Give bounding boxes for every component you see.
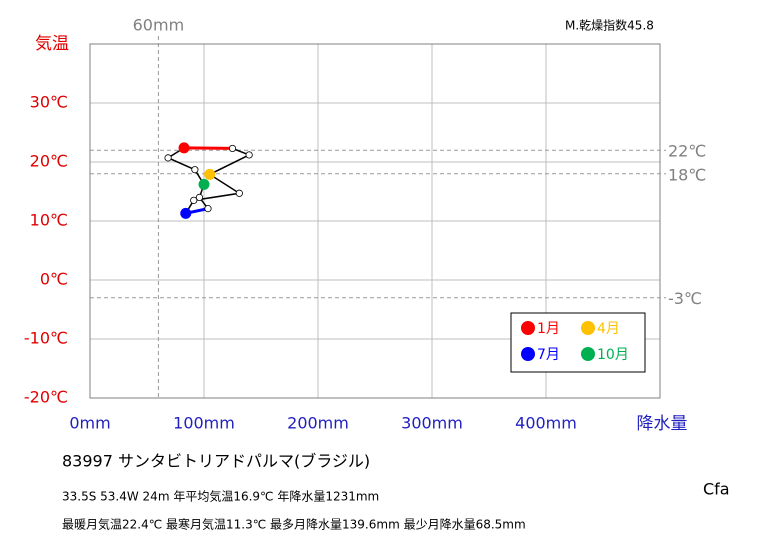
month-point (190, 196, 198, 204)
x-tick-label: 200mm (287, 414, 349, 433)
reference-label: 18℃ (668, 165, 706, 184)
y-tick-label: 20℃ (30, 152, 68, 171)
legend-label: 7月 (537, 347, 560, 363)
x-tick-label: 100mm (173, 414, 235, 433)
x-tick-label: 300mm (401, 414, 463, 433)
legend-label: 10月 (597, 347, 629, 363)
y-tick-label: 30℃ (30, 93, 68, 112)
x-tick-label: 400mm (515, 414, 577, 433)
legend-label: 4月 (597, 321, 620, 337)
reference-label: -3℃ (668, 289, 702, 308)
legend-marker (581, 347, 595, 361)
y-tick-label: -20℃ (24, 388, 68, 407)
highlight-segment (184, 146, 233, 150)
month-marker (180, 207, 192, 219)
y-tick-label: 0℃ (40, 270, 68, 289)
legend-label: 1月 (537, 321, 560, 337)
legend-marker (581, 321, 595, 335)
legend-box (510, 312, 646, 373)
y-axis-label: 気温 (35, 34, 69, 54)
reference-label: 22℃ (668, 142, 706, 161)
month-marker (178, 142, 190, 154)
x-tick-label: 0mm (69, 414, 110, 433)
reference-label: 60mm (133, 16, 185, 35)
legend-marker (521, 321, 535, 335)
month-marker (198, 178, 210, 190)
info-line: 33.5S 53.4W 24m 年平均気温16.9℃ 年降水量1231mm (62, 489, 379, 504)
month-point (235, 189, 243, 197)
month-point (204, 205, 212, 213)
x-axis-label: 降水量 (637, 414, 688, 434)
month-point (195, 193, 204, 201)
station-title: 83997 サンタビトリアドパルマ(ブラジル) (62, 452, 370, 471)
legend-marker (521, 347, 535, 361)
month-point (164, 154, 172, 162)
month-marker (204, 168, 216, 180)
month-point (245, 151, 253, 159)
info-line: 最暖月気温22.4℃ 最寒月気温11.3℃ 最多月降水量139.6mm 最少月降… (62, 517, 526, 532)
y-tick-label: 10℃ (30, 211, 68, 230)
plot-frame (89, 43, 661, 399)
y-tick-label: -10℃ (24, 329, 68, 348)
month-point (191, 166, 199, 174)
climate-class: Cfa (703, 480, 730, 499)
month-point (228, 144, 237, 153)
dryness-index: M.乾燥指数45.8 (565, 18, 654, 33)
